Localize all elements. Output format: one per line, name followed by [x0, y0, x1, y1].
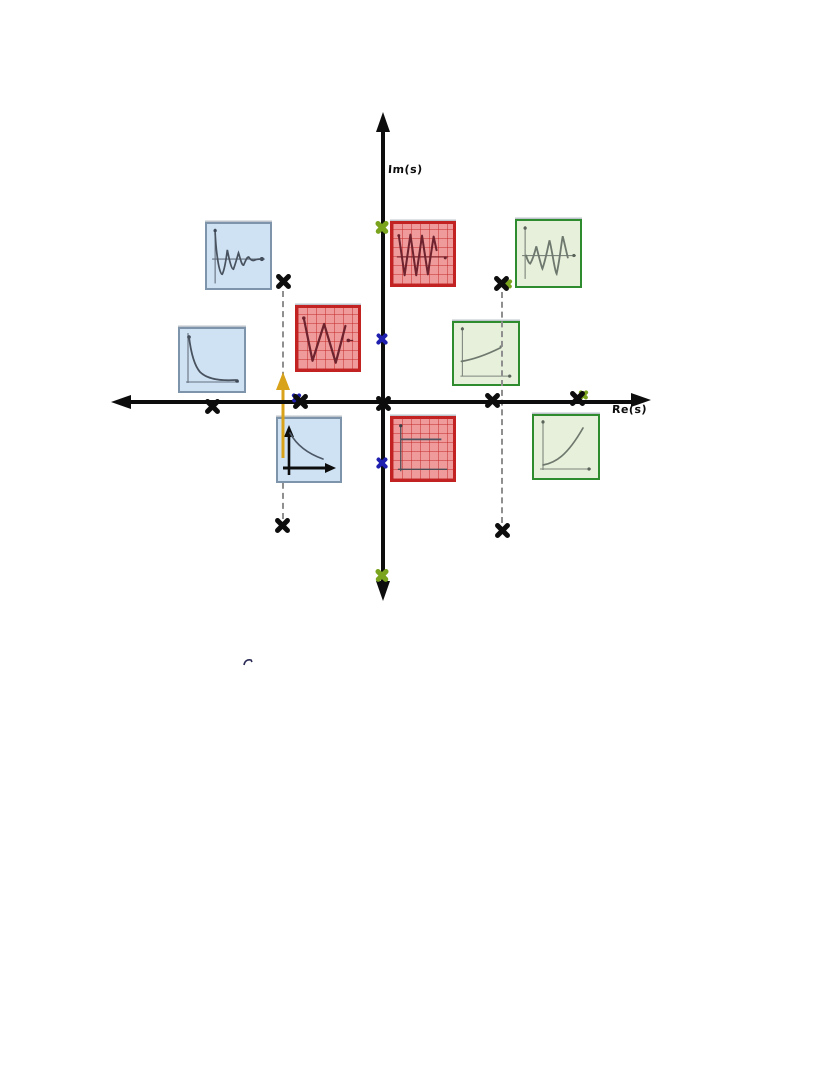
response-box-exponential-decay	[178, 327, 246, 393]
pole-marker-black	[483, 391, 502, 410]
pole-marker-green	[374, 219, 390, 235]
exponential-decay-plot	[186, 333, 239, 383]
decaying-oscillation-plot	[212, 228, 265, 284]
pole-marker-black	[374, 394, 393, 413]
pole-marker-black	[274, 272, 293, 291]
sustained-slow-oscillation-plot	[302, 316, 354, 364]
pole-marker-black	[568, 389, 587, 408]
growing-oscillation-plot	[522, 226, 576, 279]
slow-exponential-growth-plot	[460, 326, 512, 378]
pole-marker-black	[203, 397, 222, 416]
dashed-connector-right	[501, 292, 503, 523]
exponential-decay-bold-axes-plot	[283, 425, 336, 475]
exponential-growth-plot	[540, 420, 591, 471]
pole-marker-black	[273, 516, 292, 535]
response-box-exponential-growth	[532, 414, 600, 480]
response-box-slow-exponential-growth	[452, 321, 520, 386]
response-box-growing-oscillation	[515, 219, 582, 288]
pole-marker-green	[374, 567, 390, 583]
pole-marker-blue	[375, 456, 389, 470]
response-box-exponential-decay-bold-axes	[276, 417, 342, 483]
pole-marker-black	[492, 274, 511, 293]
response-box-sustained-fast-oscillation	[390, 221, 456, 287]
sustained-fast-oscillation-plot	[396, 233, 449, 277]
response-box-decaying-oscillation	[205, 222, 272, 290]
pole-marker-black	[493, 521, 512, 540]
response-box-constant-response	[390, 416, 456, 482]
constant-response-plot	[397, 424, 448, 472]
pole-marker-black	[291, 392, 310, 411]
pole-marker-blue	[375, 332, 389, 346]
response-box-sustained-slow-oscillation	[295, 305, 361, 372]
